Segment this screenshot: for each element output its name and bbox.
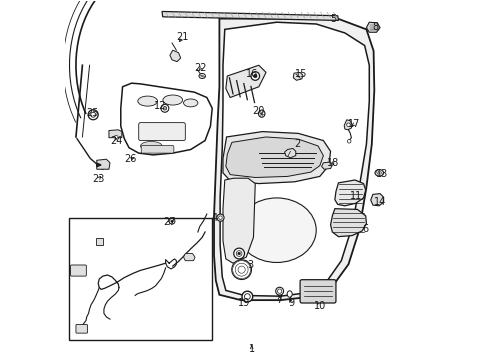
Polygon shape xyxy=(220,22,368,296)
Text: 17: 17 xyxy=(347,120,359,129)
Polygon shape xyxy=(225,65,265,98)
Ellipse shape xyxy=(346,139,350,143)
Text: 2: 2 xyxy=(294,139,300,149)
Polygon shape xyxy=(344,120,351,130)
Text: 15: 15 xyxy=(294,69,307,79)
Text: 14: 14 xyxy=(373,197,386,207)
Ellipse shape xyxy=(242,291,252,302)
Text: 20: 20 xyxy=(251,106,264,116)
Ellipse shape xyxy=(199,73,205,78)
Ellipse shape xyxy=(163,107,166,110)
Text: 6: 6 xyxy=(362,225,368,234)
Ellipse shape xyxy=(183,99,198,107)
Text: 8: 8 xyxy=(371,22,377,32)
Text: 5: 5 xyxy=(329,14,336,24)
Ellipse shape xyxy=(170,220,173,222)
Text: 11: 11 xyxy=(349,191,361,201)
Ellipse shape xyxy=(237,198,316,262)
Polygon shape xyxy=(97,163,101,167)
Text: 7: 7 xyxy=(276,295,282,305)
FancyBboxPatch shape xyxy=(141,145,174,153)
FancyBboxPatch shape xyxy=(300,280,335,303)
Ellipse shape xyxy=(169,219,175,224)
FancyBboxPatch shape xyxy=(70,265,86,276)
Ellipse shape xyxy=(138,96,157,106)
Ellipse shape xyxy=(275,287,283,295)
Polygon shape xyxy=(162,12,338,21)
Polygon shape xyxy=(223,132,330,184)
Text: 1: 1 xyxy=(248,344,254,354)
Polygon shape xyxy=(293,72,303,80)
Polygon shape xyxy=(225,137,323,177)
Ellipse shape xyxy=(236,251,242,256)
Text: 26: 26 xyxy=(124,154,136,164)
Polygon shape xyxy=(334,180,365,206)
Polygon shape xyxy=(366,22,379,32)
Ellipse shape xyxy=(218,216,222,220)
Text: 23: 23 xyxy=(92,174,104,184)
Polygon shape xyxy=(284,148,295,158)
Text: 16: 16 xyxy=(245,69,257,79)
Text: 4: 4 xyxy=(212,213,218,223)
Ellipse shape xyxy=(88,110,98,120)
Text: 24: 24 xyxy=(110,136,122,146)
Ellipse shape xyxy=(217,214,224,221)
Text: 13: 13 xyxy=(376,168,388,179)
Polygon shape xyxy=(109,130,122,138)
Ellipse shape xyxy=(250,72,259,80)
Text: 25: 25 xyxy=(86,108,98,118)
FancyBboxPatch shape xyxy=(139,123,185,140)
Text: 12: 12 xyxy=(154,102,166,112)
FancyBboxPatch shape xyxy=(76,324,87,333)
Polygon shape xyxy=(370,194,383,206)
Polygon shape xyxy=(321,162,332,169)
Ellipse shape xyxy=(90,112,96,117)
Polygon shape xyxy=(169,50,180,62)
Ellipse shape xyxy=(231,260,251,279)
Ellipse shape xyxy=(244,294,250,300)
Text: 9: 9 xyxy=(287,298,294,308)
FancyBboxPatch shape xyxy=(69,218,212,339)
Ellipse shape xyxy=(374,170,383,176)
Ellipse shape xyxy=(161,104,168,112)
Text: 27: 27 xyxy=(163,217,176,227)
Ellipse shape xyxy=(140,141,162,150)
Ellipse shape xyxy=(114,135,118,138)
Text: 19: 19 xyxy=(237,298,249,308)
Text: 18: 18 xyxy=(326,158,339,168)
Ellipse shape xyxy=(258,110,264,117)
Text: 22: 22 xyxy=(194,63,206,73)
Ellipse shape xyxy=(163,95,182,105)
FancyBboxPatch shape xyxy=(96,238,102,244)
Polygon shape xyxy=(223,178,255,263)
Text: 21: 21 xyxy=(176,32,189,42)
Ellipse shape xyxy=(237,252,240,255)
Ellipse shape xyxy=(277,289,281,293)
Text: 10: 10 xyxy=(314,301,326,311)
Ellipse shape xyxy=(286,291,292,297)
Polygon shape xyxy=(121,83,212,155)
Polygon shape xyxy=(97,159,110,169)
Ellipse shape xyxy=(346,123,349,127)
Ellipse shape xyxy=(253,74,257,78)
Polygon shape xyxy=(214,19,373,300)
Ellipse shape xyxy=(233,248,244,259)
Polygon shape xyxy=(183,253,195,261)
Text: 3: 3 xyxy=(247,260,253,270)
Polygon shape xyxy=(330,209,366,237)
